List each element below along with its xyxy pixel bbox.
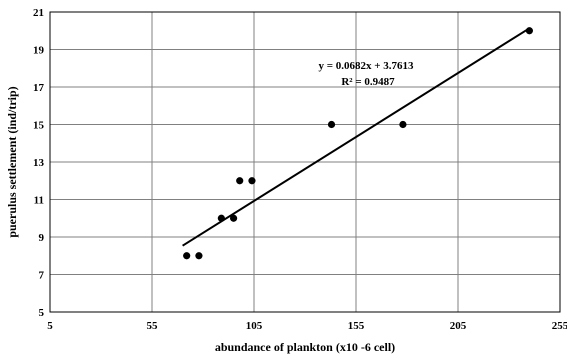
x-axis-label: abundance of plankton (x10 -6 cell) [215, 340, 395, 354]
trendline-equation: y = 0.0682x + 3.7613 [318, 60, 414, 72]
y-tick-label: 13 [33, 157, 45, 169]
x-tick-label: 55 [147, 320, 159, 332]
y-tick-label: 7 [39, 270, 45, 282]
data-point [248, 177, 256, 185]
y-tick-label: 19 [33, 45, 45, 57]
y-axis-label: puerulus settlement (ind/trip) [5, 86, 19, 237]
data-point [217, 214, 225, 222]
y-tick-label: 5 [39, 307, 45, 319]
x-tick-label: 205 [450, 320, 467, 332]
plot-frame [49, 11, 561, 313]
data-point [236, 177, 244, 185]
y-tick-label: 21 [33, 7, 44, 19]
data-point [183, 252, 191, 260]
data-point [327, 120, 336, 129]
data-point [230, 214, 238, 222]
y-tick-label: 15 [33, 120, 45, 132]
grid-lines [49, 11, 561, 313]
data-point [525, 27, 534, 35]
x-tick-label: 5 [47, 320, 53, 332]
trendline-r-squared: R² = 0.9487 [341, 76, 395, 88]
x-tick-label: 255 [552, 320, 567, 332]
data-series [182, 27, 534, 260]
trendline [182, 27, 530, 247]
data-point [195, 252, 203, 260]
y-tick-label: 11 [34, 195, 44, 207]
data-point [399, 120, 407, 129]
y-tick-label: 17 [33, 82, 45, 94]
x-tick-label: 105 [246, 320, 263, 332]
y-tick-label: 9 [39, 232, 45, 244]
x-tick-label: 155 [348, 320, 365, 332]
